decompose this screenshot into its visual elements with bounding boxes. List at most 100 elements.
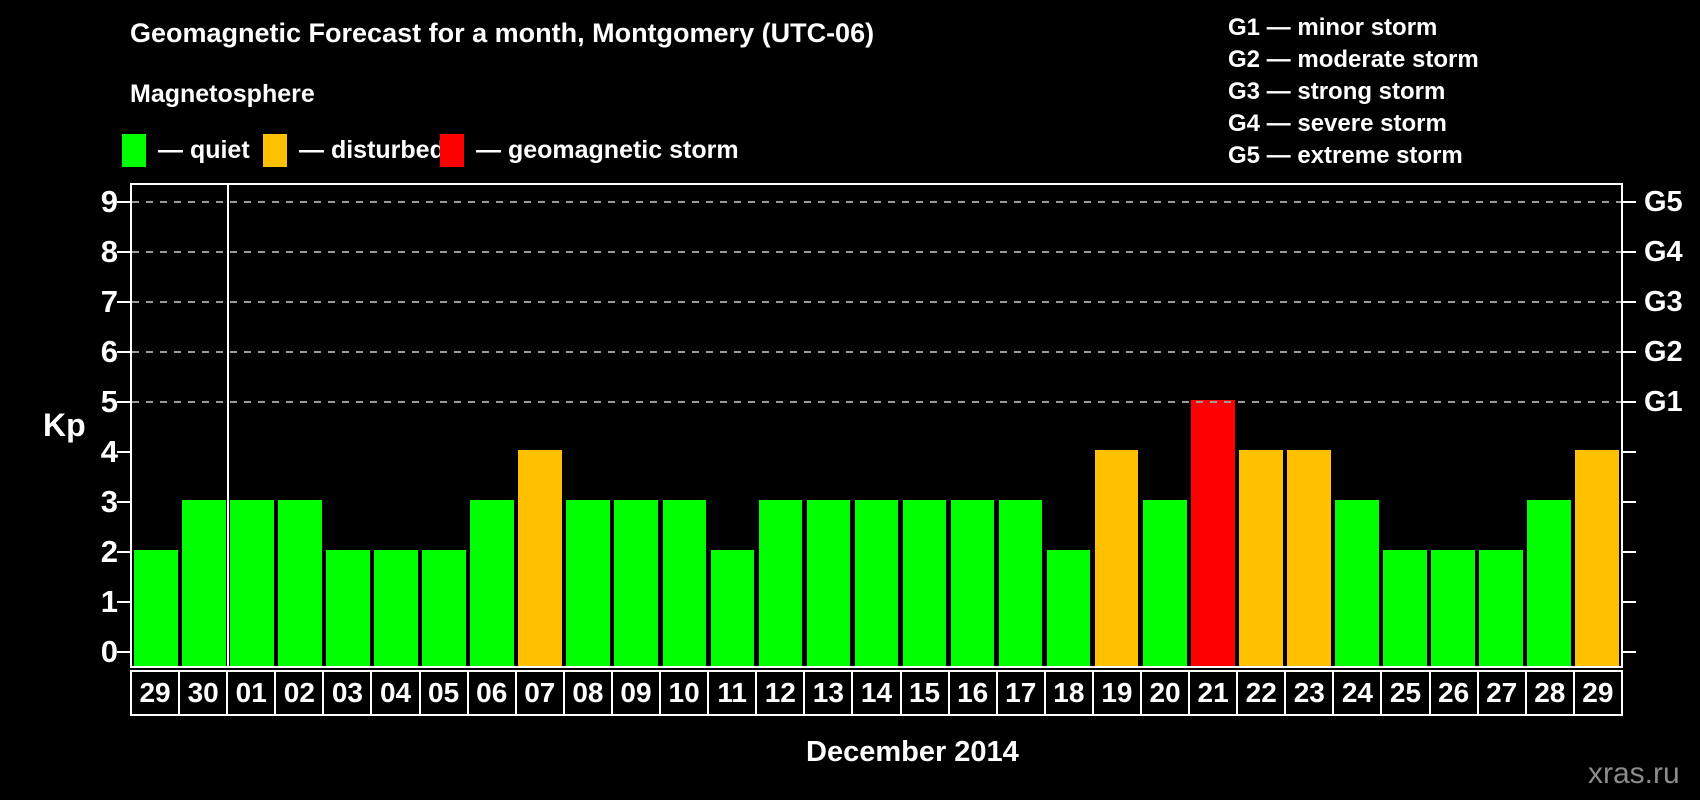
legend-label-disturbed: — disturbed	[299, 135, 445, 164]
day-label-cell-05: 05	[418, 670, 469, 716]
gridline-kp-8	[132, 251, 1621, 253]
quiet-color-swatch	[122, 133, 146, 167]
bar-slot-22	[1237, 185, 1285, 666]
day-label-cell-19: 19	[1091, 670, 1142, 716]
right-axis-tick-4	[1623, 451, 1636, 453]
day-label-cell-15: 15	[899, 670, 950, 716]
right-axis-label-g2: G2	[1644, 336, 1683, 368]
day-label-row: 29 30 01 02 03 04 05 06 07 08 09 10 11 12 13 14 15 16 17 18…	[130, 670, 1623, 716]
day-label-cell-01: 01	[226, 670, 277, 716]
left-axis-tick-7	[117, 301, 130, 303]
bar-slot-23	[1285, 185, 1333, 666]
day-label-cell-09: 09	[610, 670, 662, 716]
day-label-cell-28: 28	[1524, 670, 1575, 716]
month-boundary-line	[227, 185, 230, 666]
kp-bar-day-01	[230, 500, 274, 666]
right-axis-tick-3	[1623, 501, 1636, 503]
day-label-cell-21: 21	[1188, 670, 1239, 716]
bar-slot-27	[1477, 185, 1525, 666]
g-scale-legend: G1 — minor storm G2 — moderate storm G3 …	[1228, 12, 1479, 172]
day-label-cell-03: 03	[322, 670, 373, 716]
y-tick-label-7: 7	[100, 284, 118, 319]
left-axis-tick-6	[117, 351, 130, 353]
kp-bar-day-20	[1142, 500, 1187, 666]
right-axis-label-g4: G4	[1644, 236, 1683, 268]
left-axis-tick-2	[117, 551, 130, 553]
day-label-cell-14: 14	[851, 670, 902, 716]
g-legend-line-g4: G4 — severe storm	[1228, 110, 1447, 137]
y-tick-label-8: 8	[100, 234, 118, 269]
day-label-cell-07: 07	[514, 670, 565, 716]
day-label-cell-11: 11	[707, 670, 758, 716]
y-tick-label-6: 6	[100, 334, 118, 369]
bar-slot-03	[324, 185, 372, 666]
kp-bar-day-29	[134, 550, 178, 666]
y-axis-label-kp: Kp	[43, 407, 86, 443]
right-axis-label-g3: G3	[1644, 286, 1683, 318]
kp-bar-day-03	[326, 550, 370, 666]
gridline-kp-6	[132, 351, 1621, 353]
day-label-cell-29: 29	[130, 670, 181, 716]
kp-bar-day-15	[902, 500, 947, 666]
day-label-cell-06: 06	[466, 670, 517, 716]
day-label-cell-18: 18	[1043, 670, 1094, 716]
left-axis-tick-5	[117, 401, 130, 403]
g-legend-line-g5: G5 — extreme storm	[1228, 142, 1463, 169]
bar-slot-16	[949, 185, 997, 666]
kp-bar-day-07	[518, 450, 563, 666]
legend-item-disturbed: — disturbed	[263, 133, 445, 167]
left-axis-tick-1	[117, 601, 130, 603]
plot-area	[130, 183, 1623, 668]
bar-slot-06	[468, 185, 516, 666]
bar-slot-01	[228, 185, 276, 666]
day-label-cell-08: 08	[562, 670, 613, 716]
bar-slot-14	[852, 185, 900, 666]
kp-bar-day-13	[806, 500, 851, 666]
kp-bar-day-10	[662, 500, 707, 666]
kp-bar-day-28	[1527, 500, 1571, 666]
legend-item-quiet: — quiet	[122, 133, 250, 167]
bar-slot-18	[1045, 185, 1093, 666]
bar-slot-17	[997, 185, 1045, 666]
y-tick-label-2: 2	[100, 534, 118, 569]
right-axis-tick-1	[1623, 601, 1636, 603]
day-label-cell-29: 29	[1572, 670, 1623, 716]
day-label-cell-13: 13	[803, 670, 854, 716]
bar-slot-24	[1333, 185, 1381, 666]
y-tick-label-5: 5	[100, 384, 118, 419]
right-axis-tick-2	[1623, 551, 1636, 553]
y-tick-label-9: 9	[100, 184, 118, 219]
right-axis-tick-9	[1623, 201, 1636, 203]
day-label-cell-30: 30	[178, 670, 229, 716]
kp-bar-day-14	[854, 500, 899, 666]
day-label-cell-12: 12	[755, 670, 806, 716]
bar-slot-25	[1381, 185, 1429, 666]
y-tick-label-3: 3	[100, 484, 118, 519]
kp-bar-day-27	[1479, 550, 1523, 666]
day-label-cell-25: 25	[1380, 670, 1431, 716]
legend-item-storm: — geomagnetic storm	[440, 133, 739, 167]
left-axis-tick-9	[117, 201, 130, 203]
g-legend-line-g3: G3 — strong storm	[1228, 78, 1446, 105]
watermark-xras: xras.ru	[1588, 757, 1680, 790]
right-axis-label-g1: G1	[1644, 386, 1683, 418]
day-label-cell-23: 23	[1284, 670, 1335, 716]
bar-slot-15	[901, 185, 949, 666]
kp-bar-day-18	[1046, 550, 1091, 666]
kp-bar-day-02	[278, 500, 322, 666]
kp-bar-day-17	[998, 500, 1043, 666]
day-label-cell-16: 16	[947, 670, 998, 716]
bar-slot-21	[1189, 185, 1237, 666]
kp-bar-day-05	[422, 550, 467, 666]
bar-slot-07	[516, 185, 564, 666]
right-axis-tick-6	[1623, 351, 1636, 353]
kp-bar-day-30	[182, 500, 226, 666]
gridline-kp-9	[132, 201, 1621, 203]
kp-bar-day-21	[1190, 400, 1235, 666]
left-axis-tick-3	[117, 501, 130, 503]
gridline-kp-7	[132, 301, 1621, 303]
bar-slot-08	[564, 185, 612, 666]
right-axis-tick-7	[1623, 301, 1636, 303]
g-legend-line-g2: G2 — moderate storm	[1228, 46, 1479, 73]
day-label-cell-10: 10	[659, 670, 710, 716]
